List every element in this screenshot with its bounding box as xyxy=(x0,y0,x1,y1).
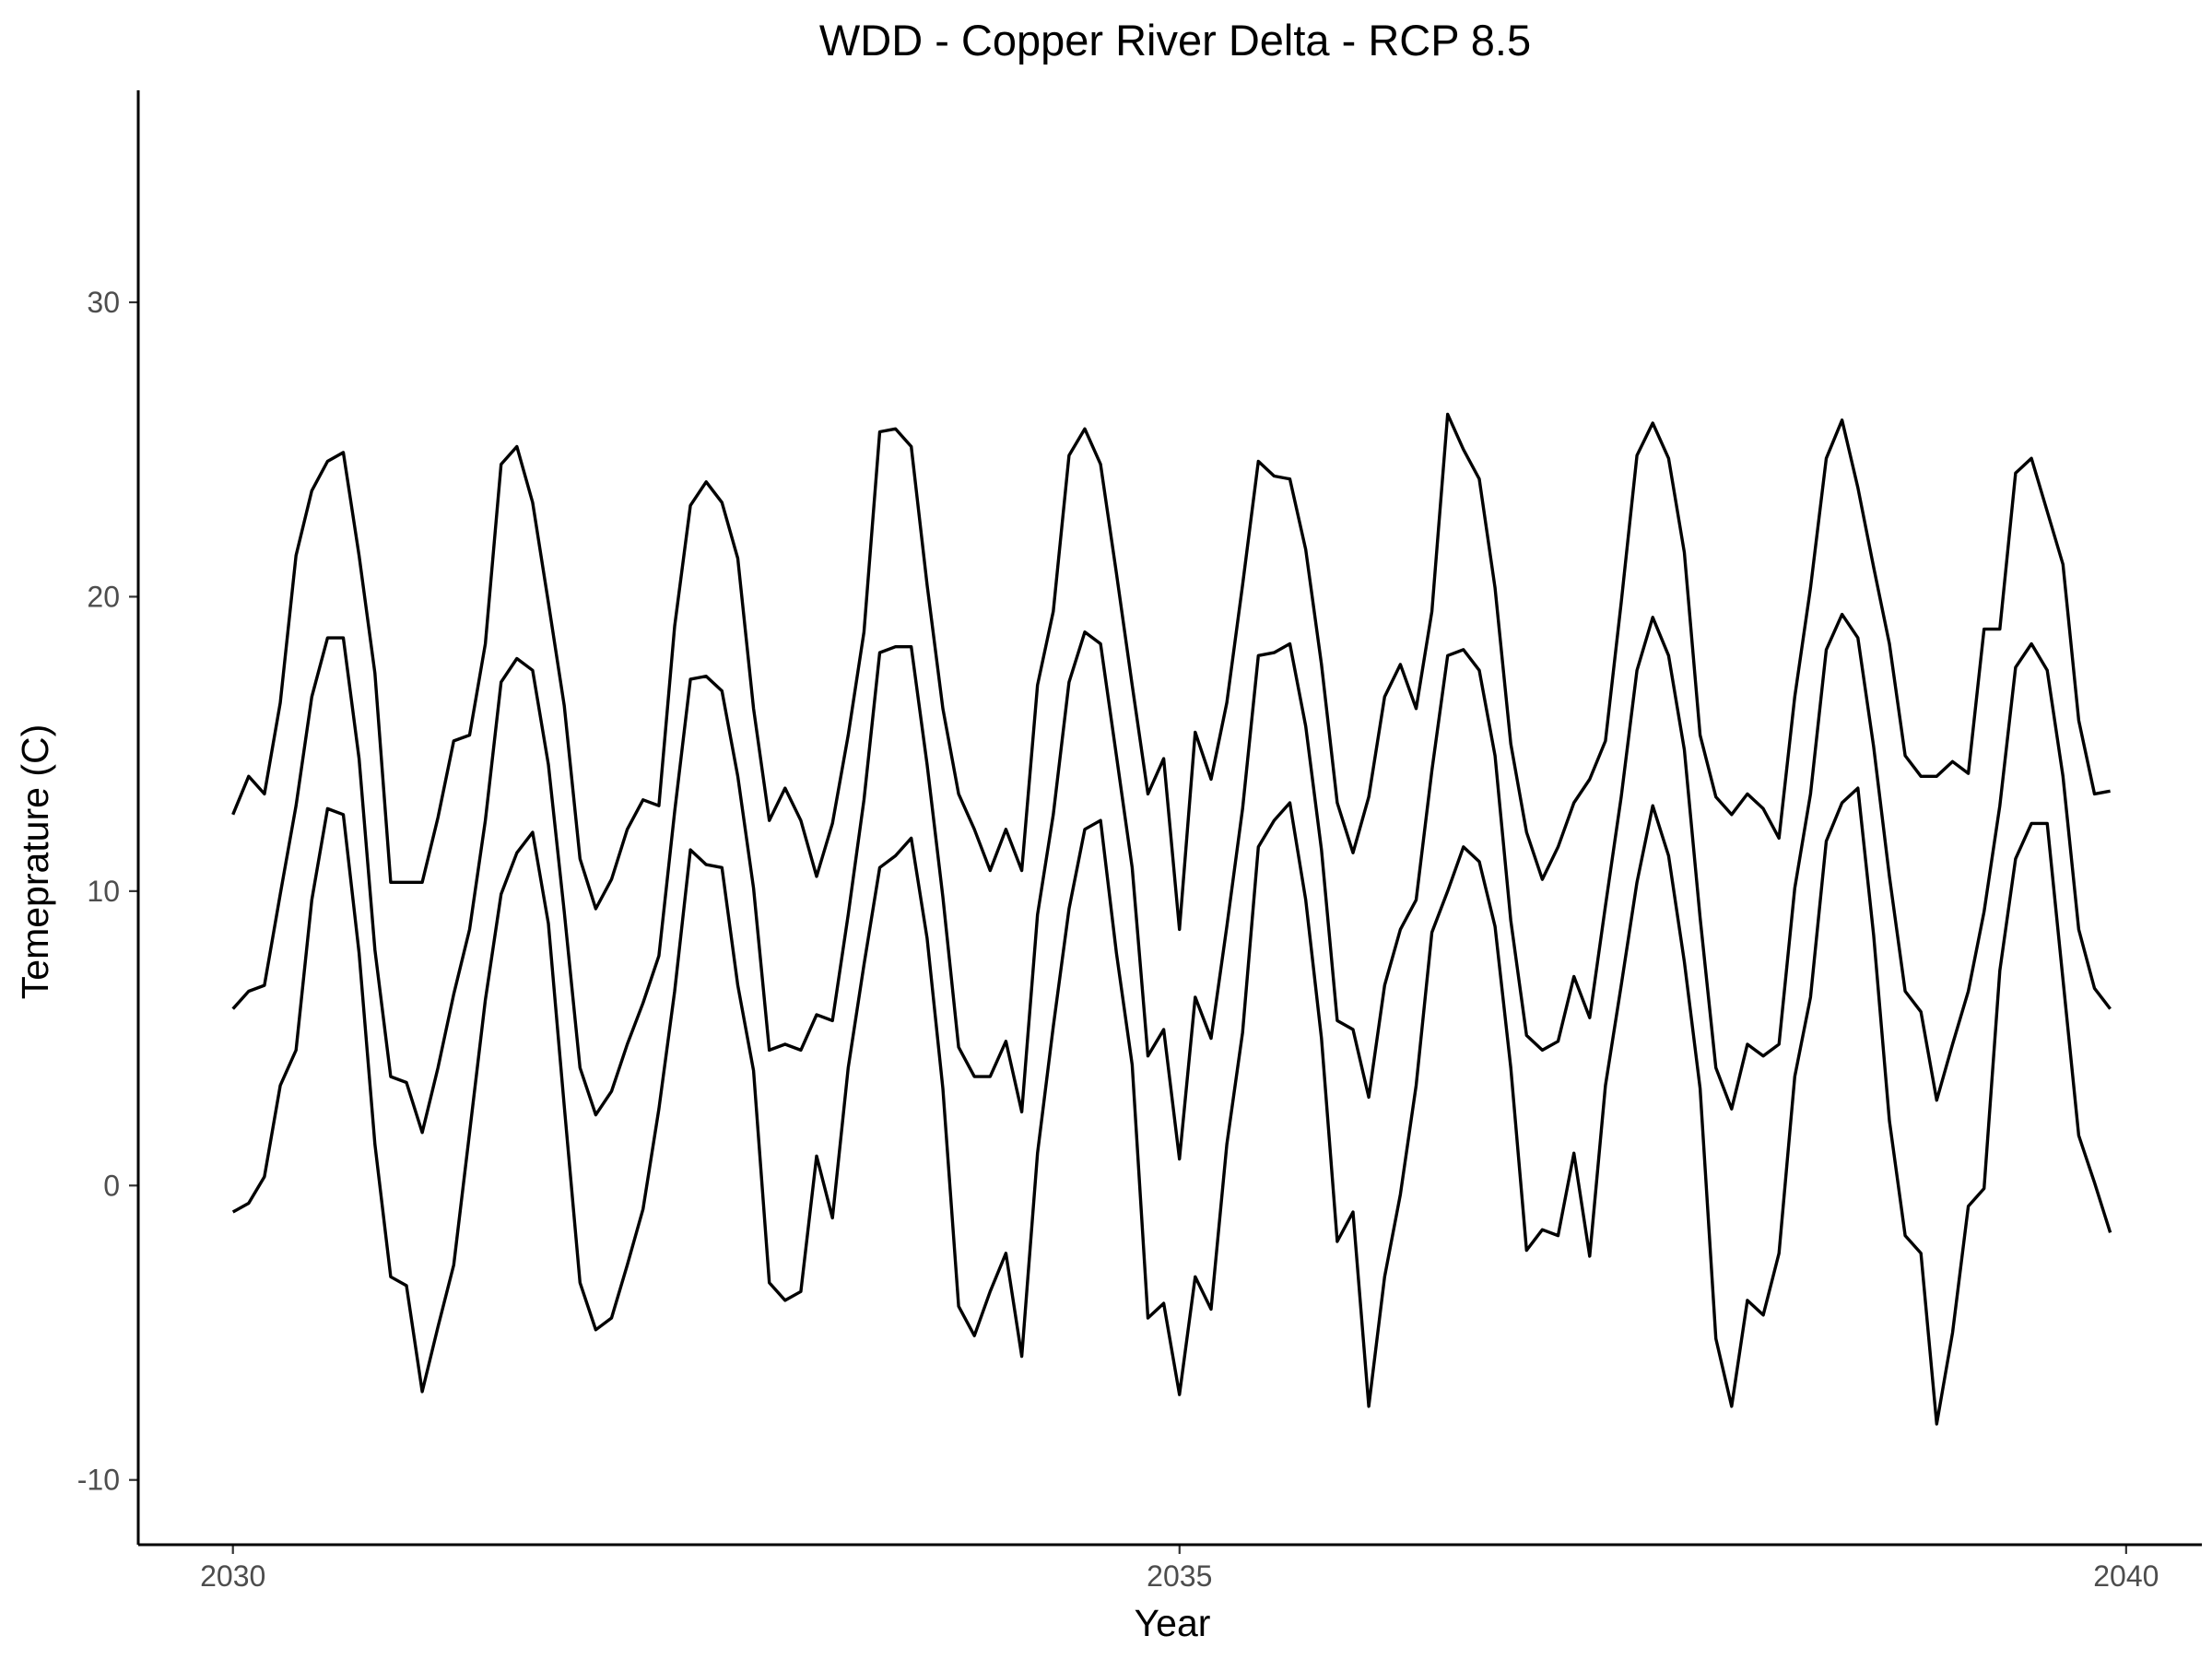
y-tick-label: 0 xyxy=(103,1169,120,1202)
x-tick-label: 2040 xyxy=(2093,1559,2159,1593)
y-axis-label: Temeprature (C) xyxy=(14,724,56,999)
y-axis-ticks: -10 0 10 20 30 xyxy=(77,286,138,1497)
series-line-lower xyxy=(231,786,2112,1426)
x-tick-label: 2035 xyxy=(1147,1559,1212,1593)
y-tick-label: 10 xyxy=(87,875,120,908)
x-tick-label: 2030 xyxy=(200,1559,265,1593)
series-line-middle xyxy=(231,612,2112,1161)
y-tick-label: 20 xyxy=(87,580,120,613)
chart-title: WDD - Copper River Delta - RCP 8.5 xyxy=(819,16,1531,65)
y-tick-label: 30 xyxy=(87,286,120,319)
y-tick-label: -10 xyxy=(77,1464,120,1497)
x-axis-label: Year xyxy=(1135,1602,1211,1644)
series-line-upper xyxy=(231,412,2111,932)
x-axis-ticks: 2030 2035 2040 xyxy=(200,1545,2159,1593)
series-layer xyxy=(231,412,2112,1426)
